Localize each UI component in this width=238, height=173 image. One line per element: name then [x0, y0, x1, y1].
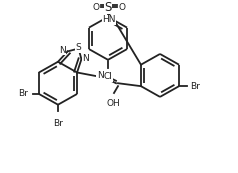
Text: O: O: [119, 3, 125, 12]
Text: S: S: [76, 43, 81, 52]
Text: HN: HN: [102, 15, 116, 24]
Text: Br: Br: [18, 89, 28, 98]
Text: O: O: [93, 3, 99, 12]
Text: Br: Br: [190, 82, 200, 91]
Text: N: N: [97, 71, 103, 80]
Text: OH: OH: [106, 99, 120, 108]
Text: Cl: Cl: [104, 72, 112, 81]
Text: N: N: [82, 54, 89, 63]
Text: Br: Br: [53, 119, 63, 128]
Text: N: N: [59, 46, 66, 55]
Text: S: S: [104, 1, 112, 14]
